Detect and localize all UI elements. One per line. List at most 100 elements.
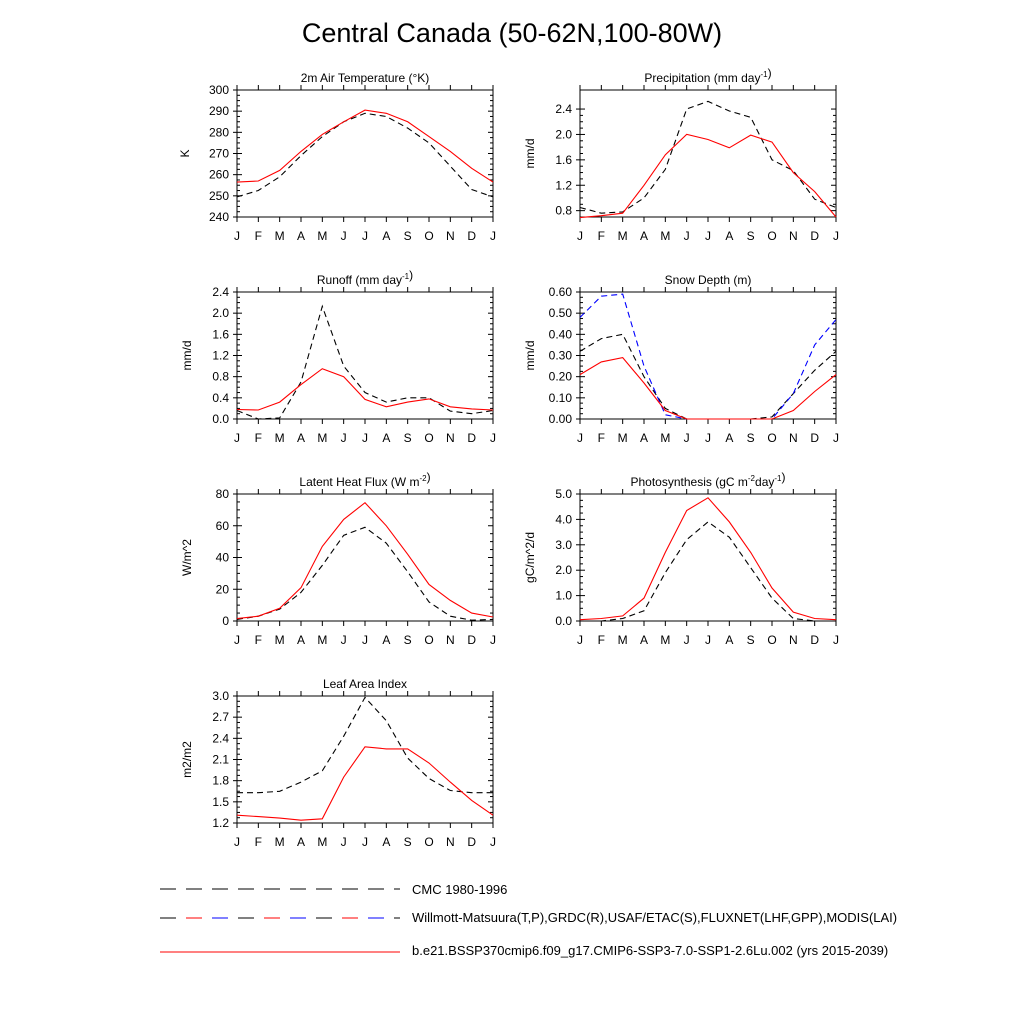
y-tick-label: 0.30 <box>549 349 573 363</box>
x-tick-label: M <box>618 633 628 647</box>
x-tick-label: A <box>725 229 733 243</box>
x-tick-label: O <box>424 229 433 243</box>
y-axis-label: mm/d <box>523 341 537 371</box>
legend-label-cmc: CMC 1980-1996 <box>412 882 508 897</box>
chart-panel: Snow Depth (m) mm/d 0.00 0.10 0.20 0.30 0.40 0.… <box>523 273 839 445</box>
y-tick-label: 1.0 <box>555 589 572 603</box>
x-tick-label: J <box>234 229 240 243</box>
x-tick-label: J <box>833 229 839 243</box>
x-tick-label: J <box>362 633 368 647</box>
figure-title: Central Canada (50-62N,100-80W) <box>301 18 723 48</box>
y-tick-label: 2.4 <box>212 285 229 299</box>
x-tick-label: D <box>467 229 476 243</box>
y-axis-label: K <box>178 149 192 157</box>
x-tick-label: O <box>424 633 433 647</box>
x-tick-label: N <box>446 633 455 647</box>
y-tick-label: 250 <box>209 189 229 203</box>
x-tick-label: A <box>725 633 733 647</box>
y-tick-label: 0.40 <box>549 327 573 341</box>
x-tick-label: S <box>747 633 755 647</box>
x-tick-label: F <box>255 431 262 445</box>
series-line-model <box>579 133 837 219</box>
x-tick-label: D <box>467 835 476 849</box>
plot-frame <box>579 291 837 420</box>
chart-panel: Leaf Area Index m2/m2 1.2 1.5 1.8 2.1 2.4 2.7 3.… <box>180 677 496 849</box>
x-tick-label: M <box>660 229 670 243</box>
x-tick-label: M <box>618 431 628 445</box>
x-tick-label: J <box>577 633 583 647</box>
panel-title: Precipitation (mm day-1) <box>644 66 771 85</box>
series-line-cmc <box>236 112 494 198</box>
x-tick-label: J <box>684 431 690 445</box>
legend-label-model: b.e21.BSSP370cmip6.f09_g17.CMIP6-SSP3-7.… <box>412 943 889 958</box>
x-tick-label: F <box>255 835 262 849</box>
x-tick-label: D <box>467 633 476 647</box>
x-tick-label: J <box>490 431 496 445</box>
series-line-cmc <box>237 696 493 794</box>
y-axis-label: m2/m2 <box>180 741 194 778</box>
y-tick-label: 5.0 <box>555 487 572 501</box>
panel-title: Leaf Area Index <box>323 677 407 691</box>
x-tick-label: M <box>275 835 285 849</box>
x-tick-label: N <box>789 633 798 647</box>
x-tick-label: S <box>747 431 755 445</box>
x-tick-label: J <box>341 633 347 647</box>
x-tick-label: A <box>297 229 305 243</box>
x-tick-label: J <box>341 431 347 445</box>
x-tick-label: D <box>810 431 819 445</box>
plot-frame <box>579 89 837 218</box>
x-tick-label: M <box>660 431 670 445</box>
y-tick-label: 290 <box>209 104 229 118</box>
panel-title: Snow Depth (m) <box>665 273 752 287</box>
x-tick-label: J <box>362 835 368 849</box>
x-tick-label: A <box>297 431 305 445</box>
y-tick-label: 270 <box>209 147 229 161</box>
y-tick-label: 1.5 <box>212 795 229 809</box>
y-tick-label: 1.6 <box>555 153 572 167</box>
y-tick-label: 0.20 <box>549 370 573 384</box>
y-tick-label: 2.1 <box>212 753 229 767</box>
plot-frame <box>579 493 837 622</box>
series-line-model <box>579 356 837 420</box>
x-tick-label: J <box>577 229 583 243</box>
y-tick-label: 0.10 <box>549 391 573 405</box>
y-tick-label: 0.4 <box>212 391 229 405</box>
y-tick-label: 2.7 <box>212 710 229 724</box>
x-tick-label: N <box>789 229 798 243</box>
x-tick-label: J <box>341 835 347 849</box>
y-tick-label: 60 <box>216 519 230 533</box>
x-tick-label: A <box>725 431 733 445</box>
y-tick-label: 0.8 <box>555 204 572 218</box>
x-tick-label: F <box>255 229 262 243</box>
y-tick-label: 2.4 <box>555 102 572 116</box>
y-tick-label: 0.0 <box>555 614 572 628</box>
x-tick-label: D <box>467 431 476 445</box>
x-tick-label: M <box>317 431 327 445</box>
y-axis-label: gC/m^2/d <box>523 532 537 583</box>
x-tick-label: J <box>234 835 240 849</box>
x-tick-label: J <box>234 633 240 647</box>
x-tick-label: A <box>297 835 305 849</box>
x-tick-label: A <box>382 835 390 849</box>
x-tick-label: A <box>382 431 390 445</box>
x-tick-label: J <box>833 431 839 445</box>
x-tick-label: S <box>747 229 755 243</box>
y-tick-label: 1.2 <box>555 178 572 192</box>
y-tick-label: 300 <box>209 83 229 97</box>
plot-frame <box>236 695 494 824</box>
x-tick-label: F <box>598 633 605 647</box>
x-tick-label: N <box>446 229 455 243</box>
series-line-cmc <box>580 521 836 622</box>
x-tick-label: J <box>833 633 839 647</box>
y-tick-label: 2.0 <box>555 127 572 141</box>
y-tick-label: 0.0 <box>212 412 229 426</box>
y-tick-label: 4.0 <box>555 512 572 526</box>
x-tick-label: J <box>234 431 240 445</box>
y-tick-label: 20 <box>216 582 230 596</box>
y-tick-label: 2.4 <box>212 731 229 745</box>
panel-title: Runoff (mm day-1) <box>317 268 413 287</box>
chart-panel: Photosynthesis (gC m-2day-1) gC/m^2/d 0.0 1… <box>523 470 839 647</box>
y-tick-label: 280 <box>209 125 229 139</box>
x-tick-label: M <box>317 229 327 243</box>
x-tick-label: M <box>317 633 327 647</box>
